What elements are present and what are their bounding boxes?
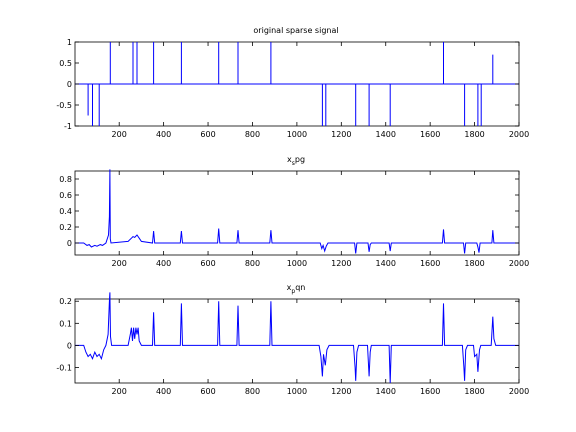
x-tick-label: 1200 <box>331 259 351 268</box>
x-tick-label: 200 <box>112 130 127 139</box>
subplot-1-title: original sparse signal <box>253 26 338 35</box>
y-tick-label: -1 <box>64 122 72 131</box>
subplot-3-title-rest: qn <box>295 283 305 292</box>
y-tick-label: 0.2 <box>59 297 72 306</box>
subplot-3: xpqn 200 400 600 800 1000 1200 1400 1600 1800 200… <box>56 283 529 396</box>
x-tick-label: 800 <box>245 259 260 268</box>
y-tick-label: 0.8 <box>59 175 72 184</box>
x-tick-label: 1200 <box>331 387 351 396</box>
x-tick-label: 400 <box>156 130 171 139</box>
x-tick-label: 400 <box>156 387 171 396</box>
x-tick-label: 400 <box>156 259 171 268</box>
x-tick-label: 600 <box>200 387 215 396</box>
subplot-2-title-sub: s <box>292 160 295 167</box>
subplot-3-title-main: x <box>287 283 292 292</box>
subplot-1-xticks: 200 400 600 800 1000 1200 1400 1600 1800 2000 <box>112 42 529 139</box>
x-tick-label: 2000 <box>509 259 529 268</box>
x-tick-label: 1000 <box>287 259 307 268</box>
x-tick-label: 1600 <box>420 387 440 396</box>
subplot-3-xticks: 200 400 600 800 1000 1200 1400 1600 1800 2000 <box>112 299 529 396</box>
x-tick-label: 2000 <box>509 387 529 396</box>
y-tick-label: 0.6 <box>59 191 72 200</box>
x-tick-label: 1400 <box>376 387 396 396</box>
x-tick-label: 600 <box>200 259 215 268</box>
subplot-2-xticks: 200 400 600 800 1000 1200 1400 1600 1800 2000 <box>112 171 529 268</box>
y-tick-label: 0.4 <box>59 207 72 216</box>
y-tick-label: 0 <box>67 80 72 89</box>
x-tick-label: 1800 <box>464 130 484 139</box>
x-tick-label: 1000 <box>287 387 307 396</box>
subplot-2-title-main: x <box>287 155 292 164</box>
subplot-1-plot <box>75 42 519 126</box>
y-tick-label: 0.1 <box>59 319 72 328</box>
series-line <box>75 292 519 384</box>
x-tick-label: 1600 <box>420 130 440 139</box>
x-tick-label: 600 <box>200 130 215 139</box>
subplot-1-yticks: -1 -0.5 0 0.5 1 <box>56 38 519 131</box>
x-tick-label: 1200 <box>331 130 351 139</box>
subplot-2-plot <box>75 169 519 254</box>
x-tick-label: 2000 <box>509 130 529 139</box>
subplot-3-yticks: -0.1 0 0.1 0.2 <box>56 297 519 373</box>
x-tick-label: 200 <box>112 259 127 268</box>
subplot-2-title: xspg <box>287 155 305 167</box>
subplot-2-title-rest: pg <box>295 155 305 164</box>
subplot-3-title-sub: p <box>291 288 295 295</box>
series-line <box>75 42 519 126</box>
subplot-2-yticks: 0 0.2 0.4 0.6 0.8 <box>59 175 519 248</box>
subplot-2: xspg 200 400 600 800 1000 1200 1400 1600 1800 200… <box>59 155 529 268</box>
x-tick-label: 1400 <box>376 259 396 268</box>
series-line <box>75 169 519 254</box>
x-tick-label: 800 <box>245 130 260 139</box>
x-tick-label: 1600 <box>420 259 440 268</box>
x-tick-label: 1000 <box>287 130 307 139</box>
y-tick-label: -0.1 <box>56 364 72 373</box>
x-tick-label: 1800 <box>464 387 484 396</box>
subplot-1: original sparse signal 200 400 600 800 1000 1… <box>56 26 529 139</box>
x-tick-label: 200 <box>112 387 127 396</box>
x-tick-label: 1800 <box>464 259 484 268</box>
x-tick-label: 1400 <box>376 130 396 139</box>
y-tick-label: 0.5 <box>59 59 72 68</box>
subplot-3-title: xpqn <box>287 283 306 295</box>
y-tick-label: 0 <box>67 341 72 350</box>
y-tick-label: 1 <box>67 38 72 47</box>
subplot-3-plot <box>75 292 519 384</box>
y-tick-label: 0 <box>67 239 72 248</box>
x-tick-label: 800 <box>245 387 260 396</box>
y-tick-label: 0.2 <box>59 223 72 232</box>
y-tick-label: -0.5 <box>56 101 72 110</box>
